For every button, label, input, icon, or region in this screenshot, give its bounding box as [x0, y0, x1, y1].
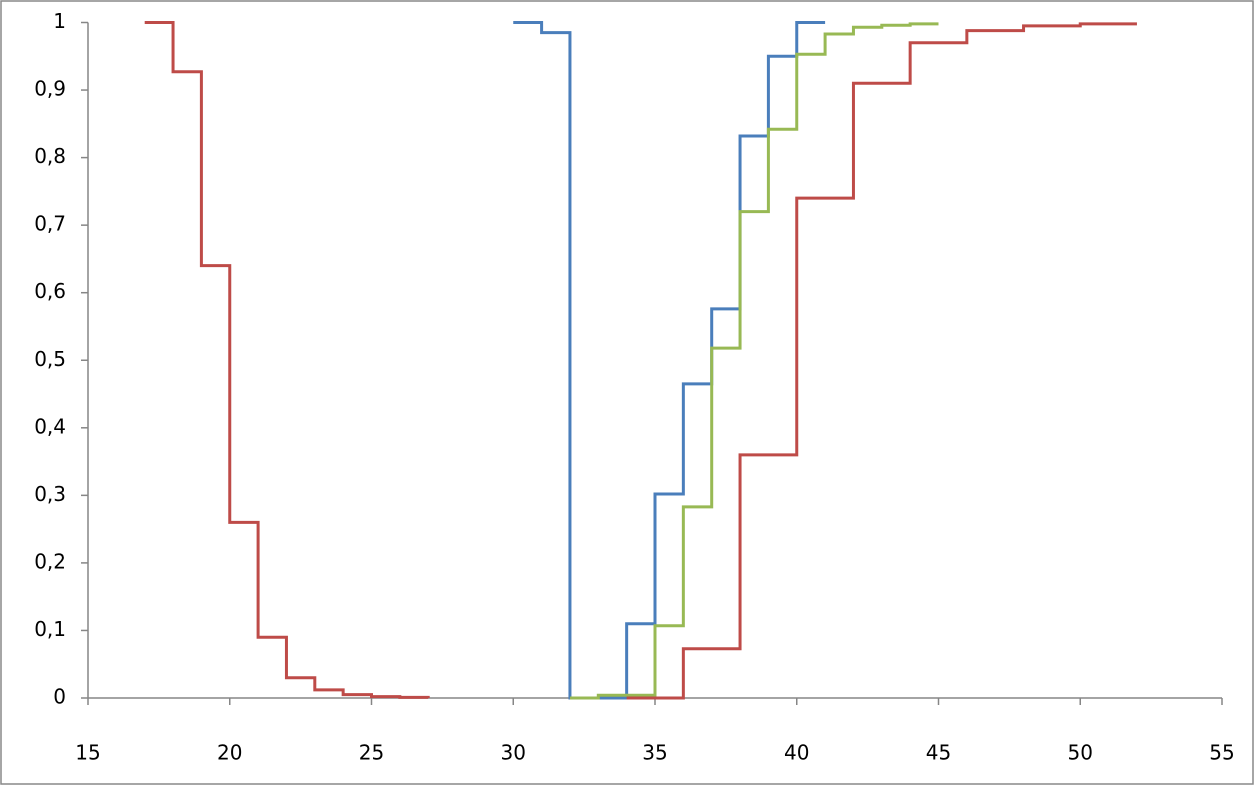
x-tick-label: 40: [784, 741, 809, 765]
data-line: [626, 22, 1137, 700]
x-tick-label: 20: [217, 741, 242, 765]
x-tick-label: 15: [75, 741, 100, 765]
y-tick-label: 0,3: [34, 482, 66, 506]
data-line: [144, 21, 430, 699]
y-tick-label: 0,4: [34, 414, 66, 438]
y-tick-label: 1: [53, 9, 66, 33]
y-tick-label: 0,1: [34, 617, 66, 641]
y-tick-label: 0,8: [34, 144, 66, 168]
x-tick-label: 30: [501, 741, 526, 765]
y-tick-label: 0,5: [34, 347, 66, 371]
x-tick-label: 25: [359, 741, 384, 765]
x-tick-label: 35: [642, 741, 667, 765]
x-tick-label: 50: [1068, 741, 1093, 765]
y-tick-label: 0: [53, 685, 66, 709]
x-tick-label: 45: [926, 741, 951, 765]
data-line: [513, 21, 826, 700]
x-tick-label: 55: [1209, 741, 1234, 765]
y-tick-label: 0,2: [34, 549, 66, 573]
y-tick-label: 0,7: [34, 212, 66, 236]
y-tick-label: 0,6: [34, 279, 66, 303]
y-tick-label: 0,9: [34, 77, 66, 101]
data-line: [569, 22, 939, 700]
